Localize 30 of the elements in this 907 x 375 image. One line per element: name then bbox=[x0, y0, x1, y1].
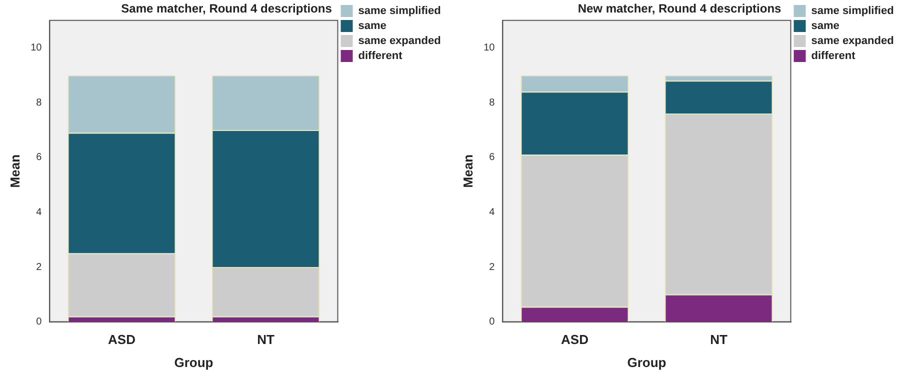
legend-label: same expanded bbox=[358, 35, 441, 48]
y-tick-label: 4 bbox=[36, 206, 42, 218]
x-axis-title: Group bbox=[627, 354, 666, 370]
legend-label: same bbox=[811, 20, 840, 32]
y-tick-label: 2 bbox=[489, 262, 496, 273]
legend-label: different bbox=[811, 50, 856, 62]
y-axis-title: Mean bbox=[7, 154, 22, 188]
x-tick-label: ASD bbox=[561, 332, 588, 348]
legend-label: different bbox=[358, 50, 403, 62]
y-tick-label: 4 bbox=[489, 206, 496, 218]
chart-title: Same matcher, Round 4 descriptions bbox=[121, 2, 332, 16]
y-tick-label: 10 bbox=[484, 42, 496, 54]
chart-title: New matcher, Round 4 descriptions bbox=[578, 2, 782, 16]
legend-label: same simplified bbox=[358, 5, 441, 18]
x-axis-title: Group bbox=[174, 354, 214, 370]
x-tick-label: NT bbox=[257, 332, 274, 348]
y-tick-label: 6 bbox=[489, 152, 496, 164]
legend-label: same expanded bbox=[811, 35, 894, 48]
x-tick-label: NT bbox=[710, 332, 728, 348]
y-tick-label: 2 bbox=[36, 262, 42, 273]
y-tick-label: 8 bbox=[489, 97, 496, 108]
y-tick-label: 0 bbox=[36, 316, 42, 328]
legend-label: same bbox=[358, 20, 386, 32]
y-axis-title: Mean bbox=[460, 154, 476, 188]
y-tick-label: 6 bbox=[36, 152, 42, 164]
y-tick-label: 10 bbox=[30, 42, 42, 54]
y-tick-label: 0 bbox=[489, 316, 496, 328]
y-tick-label: 8 bbox=[36, 97, 42, 108]
x-tick-label: ASD bbox=[108, 332, 136, 348]
legend-label: same simplified bbox=[811, 5, 894, 18]
